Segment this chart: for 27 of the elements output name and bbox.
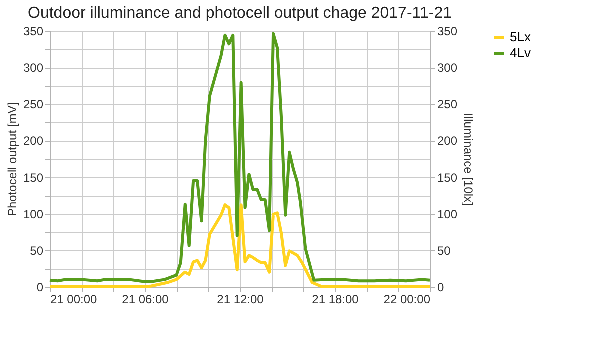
chart-title: Outdoor illuminance and photocell output chage 2017-11-21 — [28, 5, 452, 22]
y2-tick-label: 0 — [438, 280, 444, 294]
y-tick-label: 0 — [36, 280, 44, 294]
y-tick-label: 100 — [23, 207, 44, 222]
x-tick-label: 21 18:00 — [312, 292, 360, 306]
y2-tick-label: 100 — [438, 207, 458, 222]
y2-axis-title: Illuminance [10lx] — [462, 113, 476, 206]
legend-label: 5Lx — [510, 30, 532, 44]
x-tick-label: 21 12:00 — [217, 292, 264, 306]
y-tick-label: 150 — [23, 170, 44, 185]
x-tick-label: 22 00:00 — [384, 292, 431, 306]
y-axis-title: Photocell output [mV] — [5, 102, 20, 217]
y2-tick-label: 300 — [438, 61, 458, 76]
y2-tick-label: 150 — [438, 170, 458, 185]
y2-tick-label: 200 — [438, 134, 458, 148]
y-tick-label: 50 — [30, 244, 44, 258]
y2-tick-label: 50 — [438, 244, 452, 258]
x-tick-label: 21 06:00 — [122, 292, 170, 306]
x-tick-label: 21 00:00 — [50, 292, 98, 306]
y2-tick-label: 250 — [438, 98, 458, 112]
y-tick-label: 350 — [23, 24, 44, 38]
legend-label: 4Lv — [510, 46, 532, 60]
y2-tick-label: 350 — [438, 24, 458, 38]
y-tick-label: 200 — [23, 134, 44, 148]
line-series — [48, 32, 432, 284]
y-tick-label: 250 — [23, 98, 44, 112]
y-tick-label: 300 — [23, 61, 44, 76]
